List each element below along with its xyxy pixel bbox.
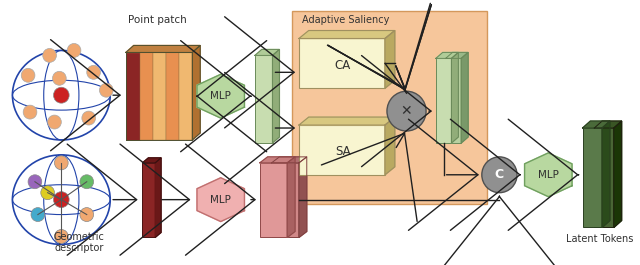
Circle shape [23,105,37,119]
FancyBboxPatch shape [292,11,486,204]
Circle shape [54,229,68,244]
Polygon shape [461,52,468,143]
Polygon shape [385,30,395,88]
Polygon shape [582,121,610,128]
Polygon shape [143,158,161,163]
Polygon shape [255,50,280,55]
Bar [595,128,614,227]
Polygon shape [445,52,468,58]
Bar [582,128,602,227]
Text: SA: SA [335,145,351,158]
Bar [445,58,461,143]
Polygon shape [436,52,458,58]
Circle shape [54,192,69,207]
Bar [166,52,179,140]
Text: MLP: MLP [538,170,559,180]
Circle shape [54,87,69,103]
Text: Point patch: Point patch [128,15,186,25]
Circle shape [54,156,68,170]
Circle shape [387,91,426,131]
Circle shape [43,48,56,62]
Polygon shape [614,121,621,227]
Polygon shape [299,157,307,237]
Bar [179,52,193,140]
Polygon shape [273,50,280,143]
Bar [153,52,166,140]
Text: MLP: MLP [211,91,231,101]
Circle shape [31,207,45,222]
Polygon shape [260,157,295,163]
Circle shape [82,111,95,125]
Circle shape [52,71,66,85]
Circle shape [80,175,93,189]
Text: Geometric
descriptor: Geometric descriptor [54,232,104,253]
Text: MLP: MLP [211,195,231,205]
Bar [126,52,140,140]
Bar [260,163,287,237]
Bar [299,125,385,175]
Polygon shape [525,153,572,197]
Polygon shape [126,46,200,52]
Circle shape [47,115,61,129]
Bar [143,163,156,237]
Bar [299,38,385,88]
Bar [436,58,451,143]
Circle shape [28,175,42,189]
Polygon shape [197,74,244,118]
Text: Adaptive Saliency: Adaptive Saliency [302,15,389,25]
Polygon shape [602,121,610,227]
Polygon shape [193,46,200,140]
Bar [140,52,153,140]
Circle shape [99,83,113,97]
Polygon shape [287,157,295,237]
Text: CA: CA [335,59,351,72]
Polygon shape [299,30,395,38]
Bar [255,55,273,143]
Polygon shape [156,158,161,237]
Bar [271,163,299,237]
Circle shape [80,207,93,222]
Circle shape [87,65,100,79]
Polygon shape [197,178,244,222]
Polygon shape [451,52,458,143]
Circle shape [41,186,54,200]
Circle shape [482,157,517,193]
Circle shape [21,68,35,82]
Text: ✕: ✕ [401,104,412,118]
Text: C: C [495,168,504,181]
Circle shape [67,43,81,58]
Polygon shape [271,157,307,163]
Polygon shape [595,121,621,128]
Polygon shape [385,117,395,175]
Text: Latent Tokens: Latent Tokens [566,235,634,244]
Polygon shape [299,117,395,125]
